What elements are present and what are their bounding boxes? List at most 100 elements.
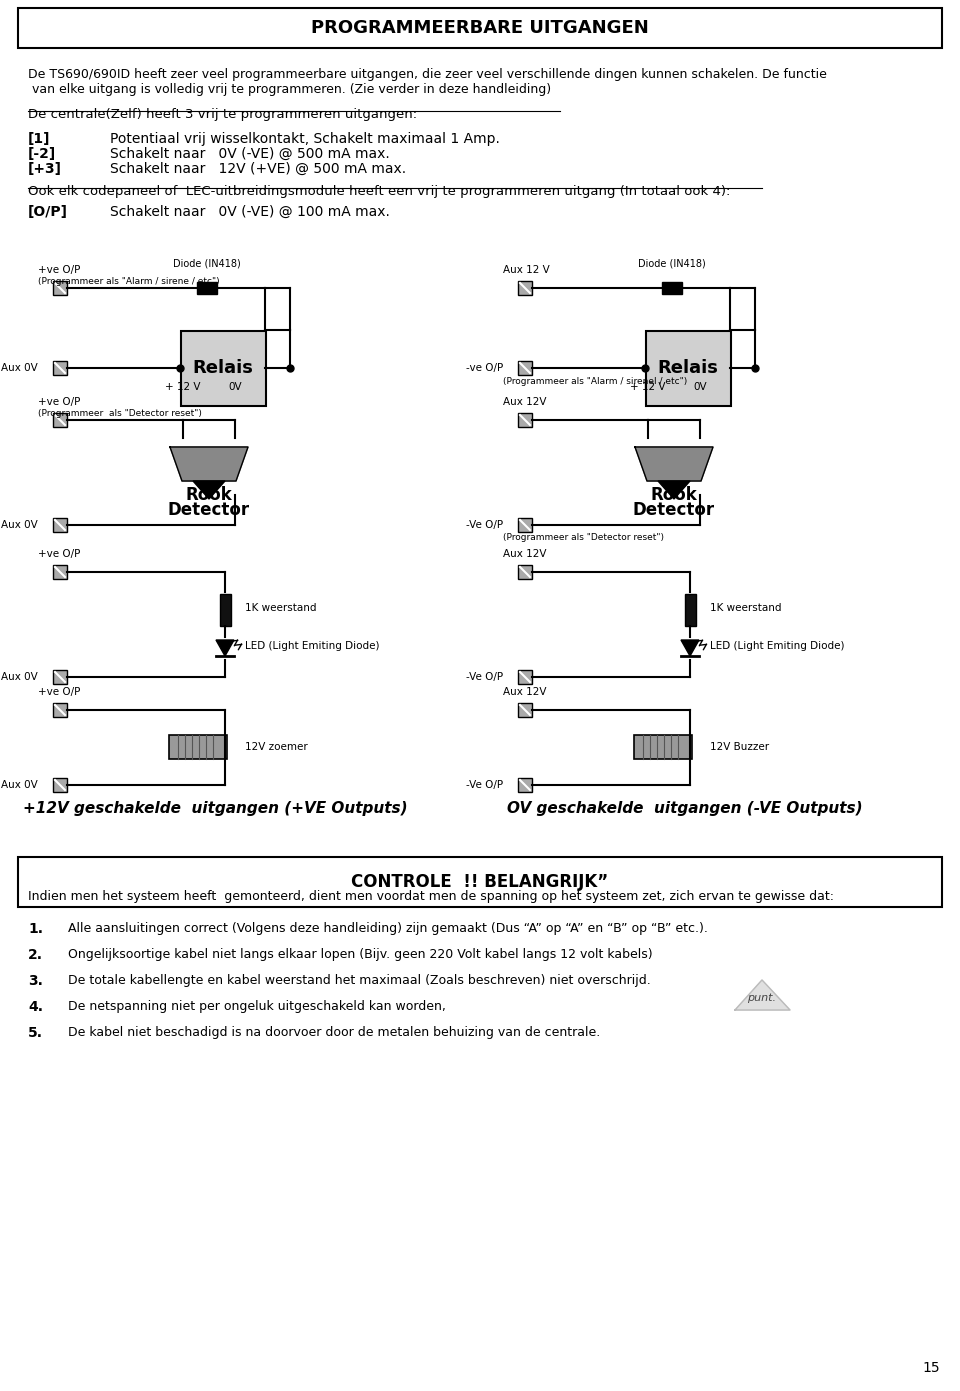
Bar xyxy=(518,778,532,791)
Polygon shape xyxy=(635,447,713,481)
Bar xyxy=(169,734,227,759)
Text: Diode (IN418): Diode (IN418) xyxy=(638,257,706,268)
Text: Potentiaal vrij wisselkontakt, Schakelt maximaal 1 Amp.: Potentiaal vrij wisselkontakt, Schakelt … xyxy=(110,132,500,146)
Text: Diode (IN418): Diode (IN418) xyxy=(173,257,241,268)
Polygon shape xyxy=(681,640,699,657)
Text: 5.: 5. xyxy=(28,1027,43,1040)
Bar xyxy=(53,362,67,376)
Text: 3.: 3. xyxy=(28,974,43,988)
Bar xyxy=(634,734,692,759)
Text: + 12 V: + 12 V xyxy=(165,383,201,392)
Text: De netspanning niet per ongeluk uitgeschakeld kan worden,: De netspanning niet per ongeluk uitgesch… xyxy=(68,1000,445,1013)
Text: De centrale(Zelf) heeft 3 vrij te programmeren uitgangen:: De centrale(Zelf) heeft 3 vrij te progra… xyxy=(28,108,418,121)
Text: -Ve O/P: -Ve O/P xyxy=(466,520,503,530)
Polygon shape xyxy=(193,481,225,499)
Text: 2.: 2. xyxy=(28,949,43,963)
Text: Aux 0V: Aux 0V xyxy=(1,363,38,373)
Text: -ve O/P: -ve O/P xyxy=(466,363,503,373)
Bar xyxy=(53,517,67,531)
Text: LED (Light Emiting Diode): LED (Light Emiting Diode) xyxy=(710,641,845,651)
Text: Ook elk codepaneel of  LEC-uitbreidingsmodule heeft een vrij te programmeren uit: Ook elk codepaneel of LEC-uitbreidingsmo… xyxy=(28,185,731,198)
Bar xyxy=(53,565,67,579)
Bar xyxy=(518,565,532,579)
Text: Alle aansluitingen correct (Volgens deze handleiding) zijn gemaakt (Dus “A” op “: Alle aansluitingen correct (Volgens deze… xyxy=(68,922,708,935)
Text: +ve O/P: +ve O/P xyxy=(38,266,81,275)
Text: Aux 12V: Aux 12V xyxy=(503,687,546,697)
Bar xyxy=(197,282,217,294)
Text: 1K weerstand: 1K weerstand xyxy=(245,604,317,613)
Text: (Programmeer als "Detector reset"): (Programmeer als "Detector reset") xyxy=(503,533,664,541)
Text: Indien men het systeem heeft  gemonteerd, dient men voordat men de spanning op h: Indien men het systeem heeft gemonteerd,… xyxy=(28,890,834,903)
Bar xyxy=(518,517,532,531)
Bar xyxy=(53,281,67,295)
Text: Aux 12V: Aux 12V xyxy=(503,549,546,559)
Bar xyxy=(53,778,67,791)
Text: Aux 0V: Aux 0V xyxy=(1,520,38,530)
Text: Aux 12V: Aux 12V xyxy=(503,396,546,408)
Text: De TS690/690ID heeft zeer veel programmeerbare uitgangen, die zeer veel verschil: De TS690/690ID heeft zeer veel programme… xyxy=(28,68,827,81)
Text: (Programmeer als "Alarm / sirenel / etc"): (Programmeer als "Alarm / sirenel / etc"… xyxy=(503,377,687,385)
Text: Detector: Detector xyxy=(633,501,715,519)
Text: CONTROLE  !! BELANGRIJK”: CONTROLE !! BELANGRIJK” xyxy=(351,874,609,892)
Text: (Programmeer als "Alarm / sirene / etc"): (Programmeer als "Alarm / sirene / etc") xyxy=(38,277,220,285)
Bar xyxy=(684,594,695,626)
Polygon shape xyxy=(216,640,234,657)
Text: Rook: Rook xyxy=(651,485,697,504)
Bar xyxy=(645,331,731,406)
Text: LED (Light Emiting Diode): LED (Light Emiting Diode) xyxy=(245,641,379,651)
Bar xyxy=(518,670,532,684)
Text: Relais: Relais xyxy=(658,359,718,377)
Text: 12V zoemer: 12V zoemer xyxy=(245,741,308,753)
Text: 15: 15 xyxy=(923,1360,940,1374)
Text: Schakelt naar   0V (-VE) @ 500 mA max.: Schakelt naar 0V (-VE) @ 500 mA max. xyxy=(110,147,390,161)
Text: -Ve O/P: -Ve O/P xyxy=(466,780,503,790)
Text: 0V: 0V xyxy=(228,383,242,392)
Text: 1.: 1. xyxy=(28,922,43,936)
Text: -Ve O/P: -Ve O/P xyxy=(466,672,503,682)
Text: 12V Buzzer: 12V Buzzer xyxy=(710,741,769,753)
Text: Aux 12 V: Aux 12 V xyxy=(503,266,550,275)
Text: (Programmeer  als "Detector reset"): (Programmeer als "Detector reset") xyxy=(38,409,202,417)
Polygon shape xyxy=(735,981,790,1010)
Text: +ve O/P: +ve O/P xyxy=(38,687,81,697)
Text: Ongelijksoortige kabel niet langs elkaar lopen (Bijv. geen 220 Volt kabel langs : Ongelijksoortige kabel niet langs elkaar… xyxy=(68,949,653,961)
Bar xyxy=(518,281,532,295)
Text: +ve O/P: +ve O/P xyxy=(38,396,81,408)
Text: [1]: [1] xyxy=(28,132,51,146)
Text: van elke uitgang is volledig vrij te programmeren. (Zie verder in deze handleidi: van elke uitgang is volledig vrij te pro… xyxy=(28,83,551,96)
Text: OV geschakelde  uitgangen (-VE Outputs): OV geschakelde uitgangen (-VE Outputs) xyxy=(507,800,863,815)
Text: 0V: 0V xyxy=(693,383,707,392)
Polygon shape xyxy=(658,481,690,499)
Text: PROGRAMMEERBARE UITGANGEN: PROGRAMMEERBARE UITGANGEN xyxy=(311,19,649,38)
Bar xyxy=(220,594,230,626)
Text: punt.: punt. xyxy=(748,993,777,1003)
Text: 1K weerstand: 1K weerstand xyxy=(710,604,781,613)
Bar xyxy=(53,702,67,716)
Text: 4.: 4. xyxy=(28,1000,43,1014)
Bar xyxy=(518,362,532,376)
Text: De kabel niet beschadigd is na doorvoer door de metalen behuizing van de central: De kabel niet beschadigd is na doorvoer … xyxy=(68,1027,600,1039)
Text: +ve O/P: +ve O/P xyxy=(38,549,81,559)
Text: Relais: Relais xyxy=(193,359,253,377)
Bar xyxy=(518,413,532,427)
Text: [-2]: [-2] xyxy=(28,147,57,161)
Bar xyxy=(518,702,532,716)
Polygon shape xyxy=(170,447,248,481)
Bar xyxy=(18,857,942,907)
Text: [O/P]: [O/P] xyxy=(28,204,68,218)
Bar xyxy=(180,331,266,406)
Text: De totale kabellengte en kabel weerstand het maximaal (Zoals beschreven) niet ov: De totale kabellengte en kabel weerstand… xyxy=(68,974,651,988)
Bar xyxy=(662,282,682,294)
Text: Rook: Rook xyxy=(185,485,232,504)
Bar xyxy=(18,8,942,49)
Text: +12V geschakelde  uitgangen (+VE Outputs): +12V geschakelde uitgangen (+VE Outputs) xyxy=(23,800,407,815)
Text: Schakelt naar   12V (+VE) @ 500 mA max.: Schakelt naar 12V (+VE) @ 500 mA max. xyxy=(110,161,406,177)
Text: Aux 0V: Aux 0V xyxy=(1,672,38,682)
Text: Aux 0V: Aux 0V xyxy=(1,780,38,790)
Text: Schakelt naar   0V (-VE) @ 100 mA max.: Schakelt naar 0V (-VE) @ 100 mA max. xyxy=(110,204,390,218)
Text: + 12 V: + 12 V xyxy=(631,383,665,392)
Text: Detector: Detector xyxy=(168,501,250,519)
Bar xyxy=(53,670,67,684)
Bar xyxy=(53,413,67,427)
Text: [+3]: [+3] xyxy=(28,161,62,177)
